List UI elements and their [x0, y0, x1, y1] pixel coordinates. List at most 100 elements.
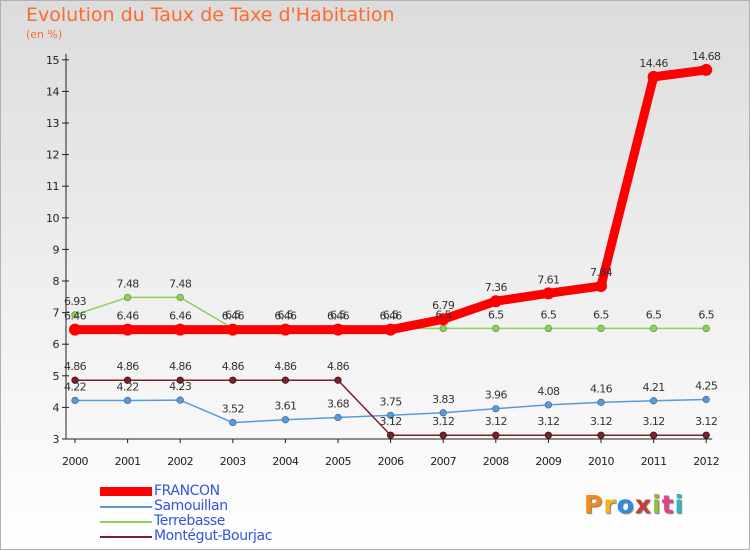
y-tick-label: 8 — [53, 275, 60, 288]
x-tick-label: 2004 — [272, 455, 298, 468]
data-label-francon: 6.46 — [327, 310, 350, 323]
data-point-francon — [226, 323, 239, 336]
x-tick-label: 2005 — [325, 455, 351, 468]
series-mont-gut-bourjac — [71, 376, 710, 439]
data-point-francon — [384, 323, 397, 336]
data-point-mont-gut-bourjac — [176, 376, 184, 384]
data-point-francon — [279, 323, 292, 336]
data-label-samouillan: 3.75 — [380, 395, 403, 408]
data-point-terrebasse — [544, 324, 553, 333]
y-tick-label: 12 — [46, 149, 59, 162]
data-label-francon: 6.46 — [222, 310, 245, 323]
brand-letter: o — [616, 490, 635, 519]
data-point-mont-gut-bourjac — [281, 376, 290, 384]
data-label-samouillan: 4.25 — [695, 380, 718, 393]
data-label-terrebasse: 6.5 — [278, 308, 294, 321]
data-label-francon: 6.46 — [380, 310, 403, 323]
data-point-mont-gut-bourjac — [439, 431, 447, 439]
data-label-terrebasse: 6.5 — [435, 308, 451, 321]
data-point-samouillan — [702, 395, 710, 404]
data-point-samouillan — [492, 405, 500, 413]
series-line-francon — [70, 65, 711, 335]
brand-letter: r — [603, 490, 617, 519]
x-tick-label: 2008 — [483, 455, 509, 468]
chart-axes: 3 4 5 6 7 8 9 10 11 12 13 14 15 2000 2001 2002 2003 2004 2… — [46, 53, 720, 468]
x-tick-label: 2007 — [430, 455, 456, 468]
x-tick-label: 2006 — [378, 455, 404, 468]
data-label-francon: 6.46 — [274, 310, 297, 323]
legend-swatch — [100, 487, 152, 496]
y-tick-label: 13 — [46, 117, 59, 130]
data-label-francon: 14.46 — [639, 57, 668, 70]
data-point-mont-gut-bourjac — [702, 431, 710, 439]
data-label-terrebasse: 6.5 — [330, 308, 346, 321]
data-point-samouillan — [229, 418, 237, 427]
data-point-samouillan — [123, 396, 132, 405]
data-label-terrebasse: 6.5 — [593, 308, 609, 321]
data-label-terrebasse: 7.48 — [169, 277, 192, 290]
data-label-terrebasse: 6.5 — [488, 308, 504, 321]
data-label-samouillan: 3.83 — [432, 393, 455, 406]
data-label-samouillan: 3.61 — [274, 400, 296, 413]
data-label-samouillan: 3.68 — [327, 398, 350, 411]
legend-label: Samouillan — [154, 498, 228, 514]
data-point-francon — [700, 63, 713, 76]
series-francon — [69, 63, 713, 336]
data-label-samouillan: 4.08 — [537, 385, 560, 398]
data-label-francon: 7.61 — [537, 273, 559, 286]
data-label-terrebasse: 6.5 — [541, 308, 557, 321]
data-point-francon — [542, 287, 555, 300]
legend-swatch — [100, 536, 152, 538]
data-point-samouillan — [176, 396, 184, 404]
legend-label: Montégut-Bourjac — [154, 528, 272, 544]
data-point-mont-gut-bourjac — [123, 376, 132, 384]
data-point-mont-gut-bourjac — [492, 431, 500, 439]
data-point-terrebasse — [71, 311, 79, 319]
data-point-terrebasse — [492, 324, 500, 333]
legend-swatch — [100, 521, 152, 523]
data-point-samouillan — [544, 401, 553, 409]
data-label-terrebasse: 6.5 — [698, 308, 714, 321]
value-labels: 6.937.48 7.486.5 6.5 6.5 6.5 6.5 6.5 6.5 6.5 6.5 6… — [64, 50, 722, 428]
legend-label: FRANCON — [154, 483, 220, 499]
data-point-mont-gut-bourjac — [387, 431, 395, 439]
series-samouillan — [71, 395, 710, 427]
data-label-mont-gut-bourjac: 3.12 — [485, 415, 507, 428]
data-point-terrebasse — [702, 324, 710, 333]
data-point-mont-gut-bourjac — [544, 431, 553, 439]
x-tick-label: 2000 — [62, 455, 88, 468]
data-point-mont-gut-bourjac — [597, 431, 605, 439]
y-tick-label: 11 — [46, 180, 59, 193]
data-point-francon — [69, 323, 81, 336]
data-label-francon: 6.46 — [169, 310, 192, 323]
data-point-terrebasse — [597, 324, 605, 333]
data-point-samouillan — [597, 398, 605, 406]
legend-swatch — [100, 506, 152, 508]
y-tick-label: 3 — [53, 433, 60, 446]
data-point-terrebasse — [176, 293, 184, 302]
data-point-francon — [121, 323, 134, 336]
data-label-samouillan: 4.22 — [64, 380, 86, 393]
data-label-francon: 6.79 — [432, 299, 455, 312]
x-tick-label: 2009 — [535, 455, 561, 468]
series-lines — [69, 63, 713, 439]
y-tick-label: 7 — [53, 307, 60, 320]
x-tick-label: 2010 — [588, 455, 614, 468]
chart-unit-label: (en %) — [26, 28, 63, 41]
data-label-samouillan: 3.96 — [485, 389, 508, 402]
x-tick-label: 2001 — [115, 455, 141, 468]
data-label-mont-gut-bourjac: 4.86 — [327, 360, 350, 373]
data-label-mont-gut-bourjac: 3.12 — [537, 415, 559, 428]
data-point-samouillan — [439, 409, 447, 417]
x-tick-label: 2011 — [641, 455, 667, 468]
data-label-terrebasse: 7.48 — [117, 277, 140, 290]
y-tick-label: 6 — [53, 338, 60, 351]
data-label-francon: 7.84 — [590, 266, 613, 279]
data-label-samouillan: 4.21 — [643, 381, 665, 394]
data-point-francon — [595, 280, 607, 293]
data-label-mont-gut-bourjac: 3.12 — [643, 415, 665, 428]
data-point-terrebasse — [439, 324, 447, 333]
data-point-francon — [489, 295, 502, 308]
